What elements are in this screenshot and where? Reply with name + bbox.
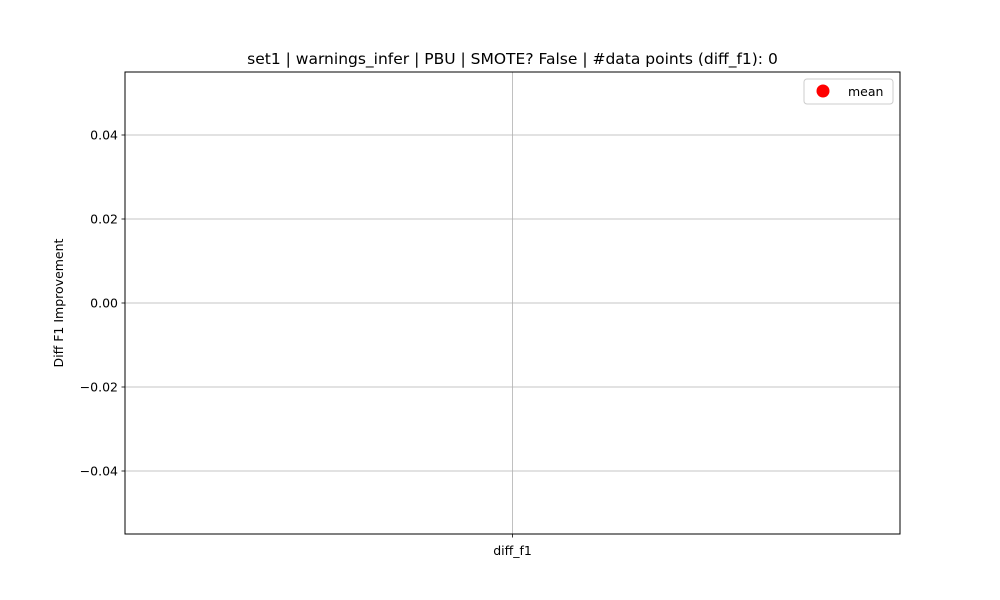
legend-label-mean: mean xyxy=(848,84,883,99)
y-tick-label: −0.04 xyxy=(80,464,118,479)
y-tick-label: 0.02 xyxy=(90,212,118,227)
y-tick-label: 0.04 xyxy=(90,128,118,143)
axis-ticks: −0.04 −0.02 0.00 0.02 0.04 diff_f1 xyxy=(80,128,532,559)
y-axis-label: Diff F1 Improvement xyxy=(51,238,66,367)
y-tick-label: −0.02 xyxy=(80,380,118,395)
grid xyxy=(125,72,900,534)
chart-title: set1 | warnings_infer | PBU | SMOTE? Fal… xyxy=(247,50,778,69)
x-tick-label: diff_f1 xyxy=(493,543,532,558)
legend: mean xyxy=(803,78,894,105)
legend-box xyxy=(803,78,894,105)
y-tick-label: 0.00 xyxy=(90,296,118,311)
legend-marker-mean xyxy=(816,84,830,98)
